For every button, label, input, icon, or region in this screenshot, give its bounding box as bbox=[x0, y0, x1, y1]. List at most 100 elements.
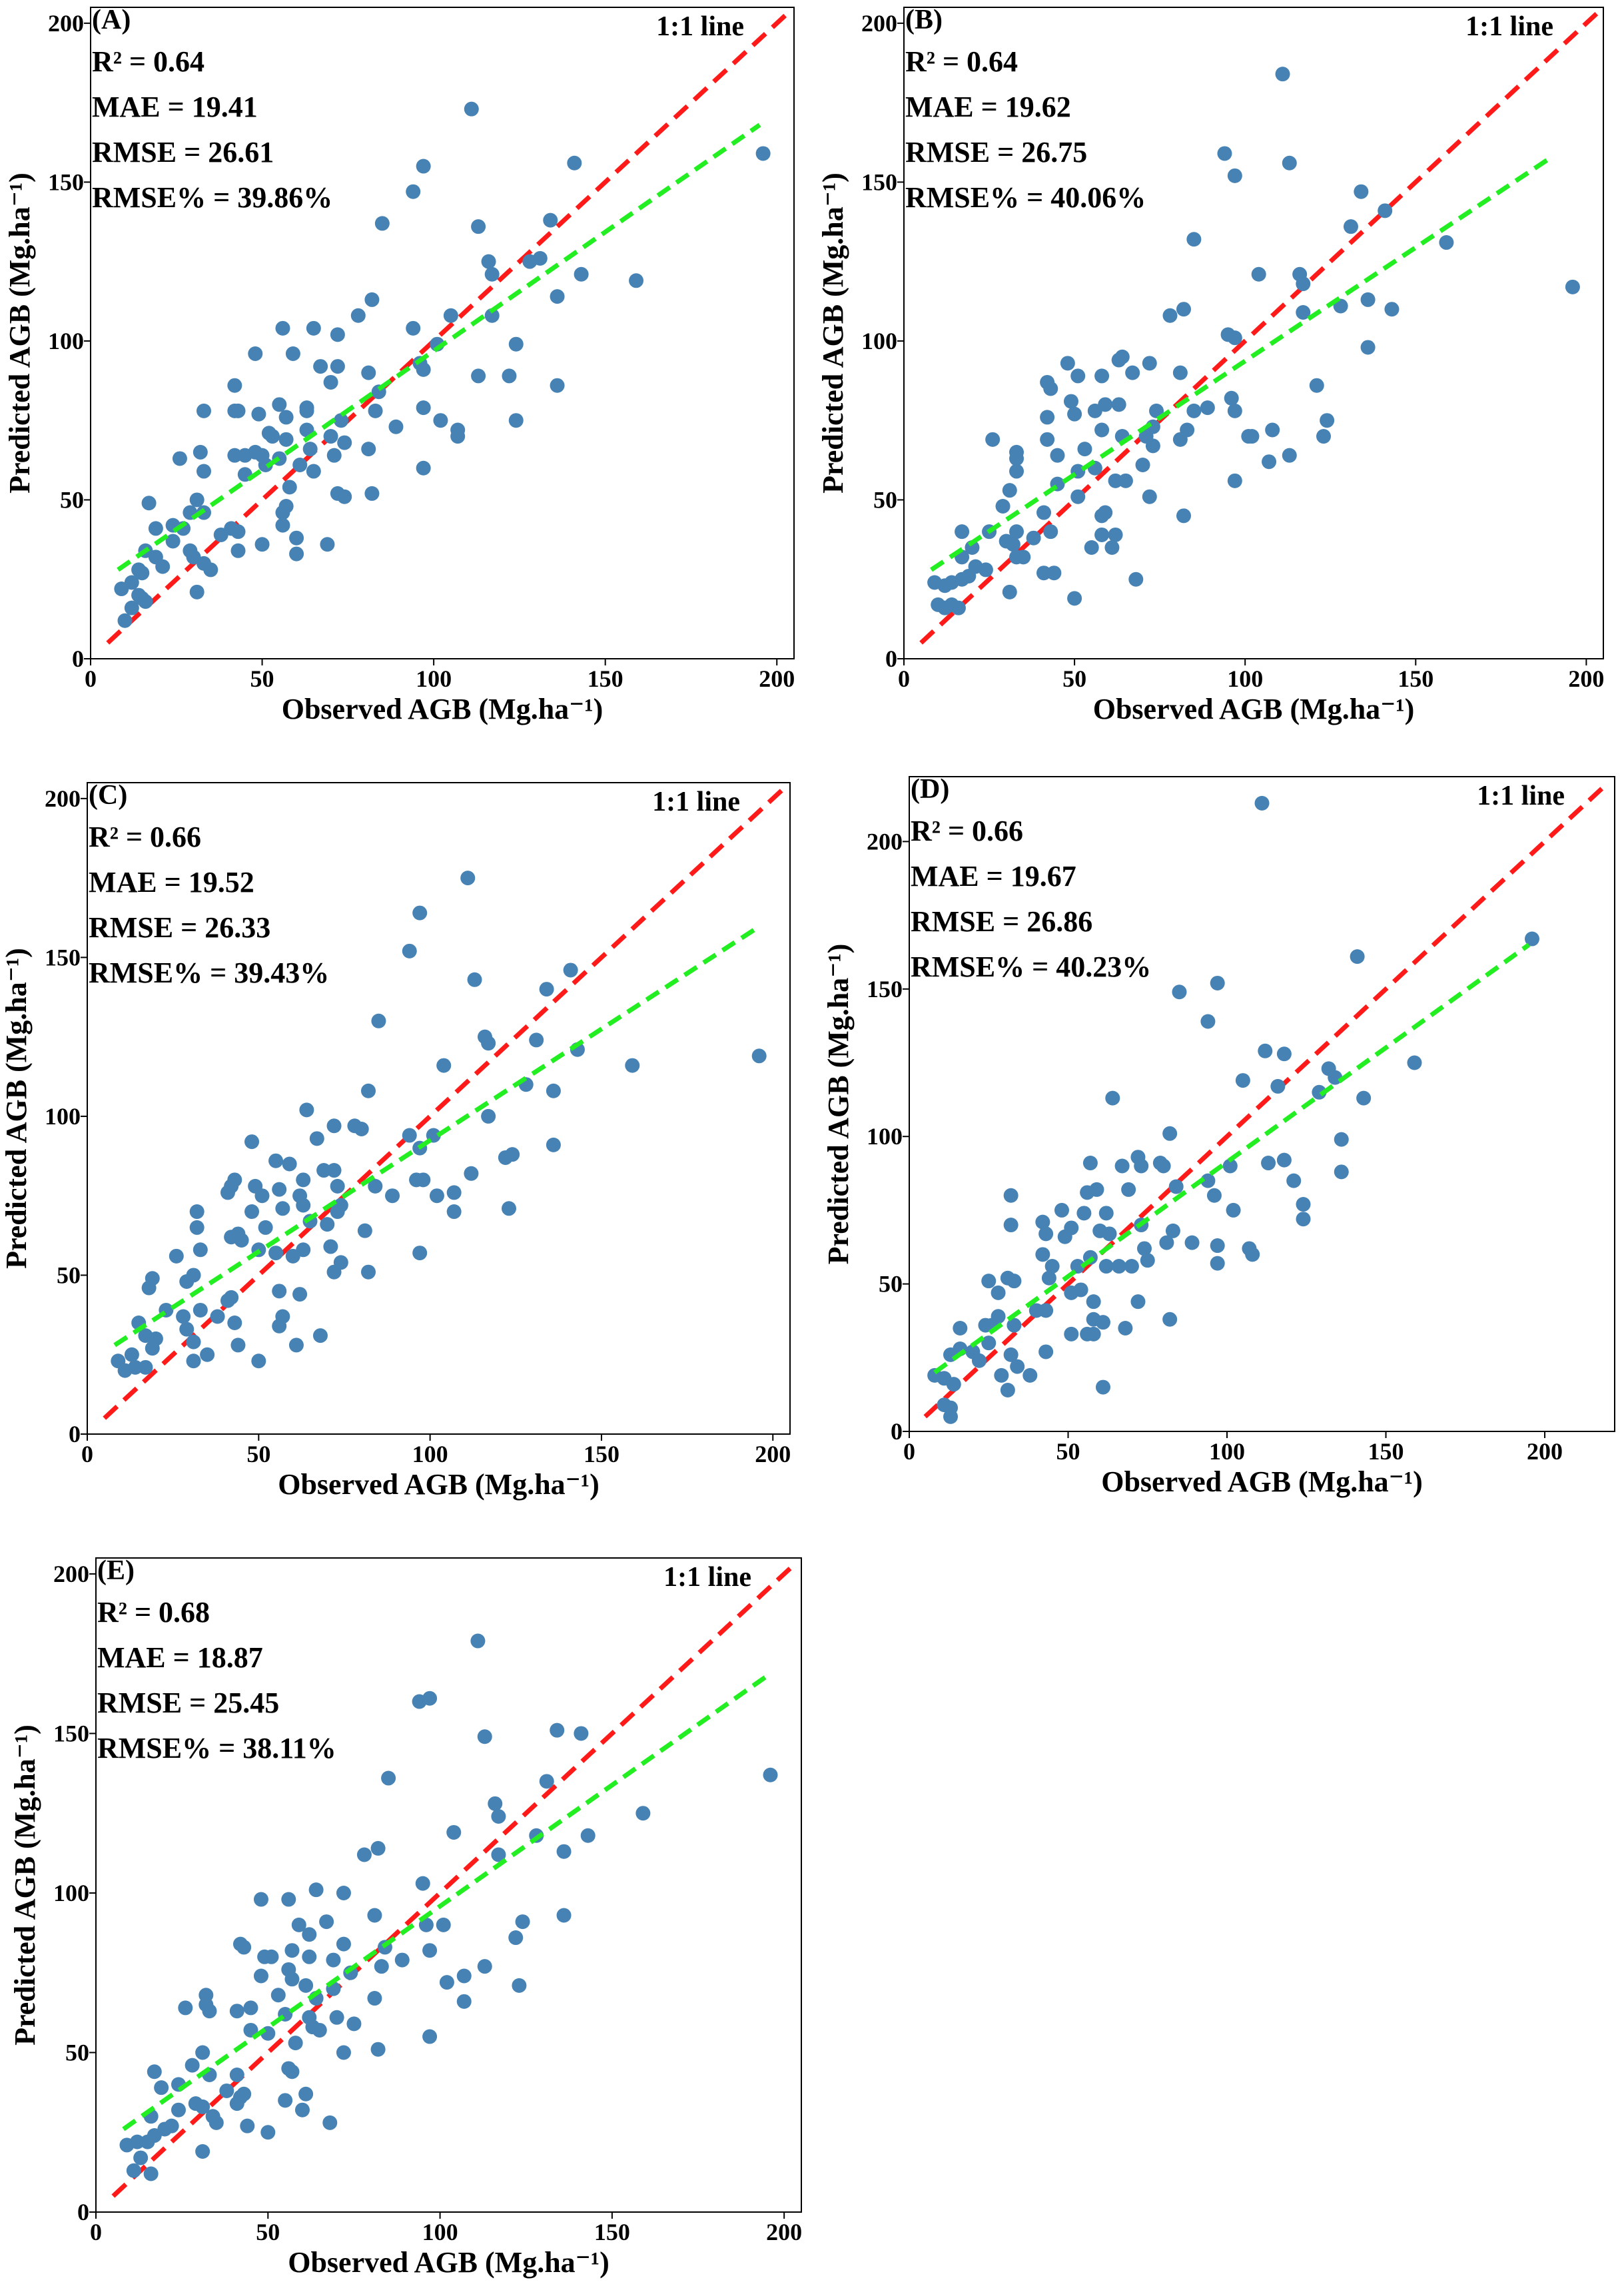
data-point bbox=[1439, 235, 1454, 250]
data-point bbox=[1043, 381, 1058, 396]
data-point bbox=[1149, 403, 1164, 418]
data-point bbox=[1176, 302, 1191, 317]
data-point bbox=[625, 1058, 640, 1073]
one-to-one-line bbox=[923, 781, 1610, 1419]
data-point bbox=[178, 2000, 193, 2016]
data-point bbox=[1124, 1259, 1139, 1274]
data-point bbox=[422, 1691, 438, 1706]
data-point bbox=[330, 359, 345, 374]
data-point bbox=[294, 2102, 310, 2117]
data-point bbox=[296, 1242, 311, 1258]
data-point bbox=[385, 1188, 400, 1204]
data-point bbox=[1118, 1321, 1133, 1336]
data-point bbox=[439, 1975, 454, 1990]
x-tick-label: 100 bbox=[416, 665, 452, 692]
data-point bbox=[995, 499, 1011, 514]
data-point bbox=[169, 1248, 184, 1264]
data-point bbox=[953, 1321, 968, 1336]
y-tick-label: 0 bbox=[72, 645, 84, 672]
data-point bbox=[402, 1128, 417, 1143]
data-point bbox=[1222, 1158, 1238, 1174]
x-tick-label: 100 bbox=[412, 1441, 448, 1467]
data-point bbox=[309, 1131, 324, 1146]
stat-text: RMSE% = 40.06% bbox=[905, 181, 1146, 214]
data-points bbox=[927, 795, 1539, 1424]
data-point bbox=[219, 2083, 234, 2098]
data-point bbox=[145, 1341, 160, 1356]
axes-frame bbox=[903, 7, 1604, 659]
data-point bbox=[502, 1201, 516, 1216]
data-point bbox=[275, 505, 290, 520]
data-point bbox=[1105, 1090, 1120, 1106]
scatter-panel-b: 0 50 100 150 200 0 50 100 150 200 (B) R² = 0.64 MAE … bbox=[817, 5, 1604, 725]
data-point bbox=[243, 2022, 258, 2038]
data-point bbox=[284, 1943, 300, 1958]
data-point bbox=[268, 1246, 284, 1261]
data-point bbox=[1334, 1132, 1349, 1147]
regression-fit-line bbox=[933, 943, 1531, 1375]
data-point bbox=[422, 2029, 438, 2044]
panel-label: (A) bbox=[92, 5, 131, 35]
data-point bbox=[282, 480, 297, 495]
data-point bbox=[1286, 1173, 1302, 1188]
data-point bbox=[296, 1172, 311, 1188]
data-point bbox=[185, 2058, 200, 2073]
data-point bbox=[1082, 1156, 1098, 1171]
data-point bbox=[1094, 527, 1110, 542]
data-point bbox=[1137, 1241, 1152, 1256]
y-tick-label: 50 bbox=[873, 486, 897, 513]
x-tick-label: 200 bbox=[1568, 665, 1604, 692]
data-point bbox=[1036, 505, 1051, 520]
data-point bbox=[326, 1264, 342, 1280]
data-point bbox=[1104, 540, 1120, 556]
data-point bbox=[484, 266, 500, 282]
data-point bbox=[322, 2115, 338, 2130]
data-point bbox=[1140, 1253, 1155, 1268]
data-point bbox=[251, 1353, 266, 1369]
data-point bbox=[288, 1337, 304, 1353]
data-point bbox=[374, 1959, 389, 1974]
data-point bbox=[1086, 1294, 1101, 1310]
data-point bbox=[135, 566, 150, 581]
data-point bbox=[505, 1147, 520, 1162]
data-point bbox=[243, 2000, 258, 2016]
data-point bbox=[1356, 1090, 1372, 1106]
data-point bbox=[272, 1182, 287, 1197]
data-point bbox=[635, 1806, 651, 1821]
data-point bbox=[337, 435, 352, 450]
data-point bbox=[1145, 438, 1160, 454]
data-point bbox=[133, 2150, 149, 2165]
data-point bbox=[1262, 454, 1277, 470]
data-point bbox=[491, 1809, 506, 1824]
data-point bbox=[282, 1156, 297, 1172]
data-point bbox=[356, 1847, 372, 1862]
data-point bbox=[470, 1633, 486, 1649]
data-point bbox=[443, 308, 458, 323]
data-point bbox=[193, 1242, 208, 1258]
one-to-one-line bbox=[106, 11, 789, 645]
data-point bbox=[368, 403, 383, 418]
data-point bbox=[367, 1908, 382, 1923]
data-point bbox=[302, 1927, 317, 1942]
stat-text: RMSE% = 39.43% bbox=[89, 956, 329, 989]
x-tick-label: 150 bbox=[588, 665, 623, 692]
data-point bbox=[1016, 550, 1031, 565]
x-tick-label: 50 bbox=[1062, 665, 1086, 692]
data-point bbox=[416, 460, 431, 476]
data-point bbox=[550, 1722, 565, 1738]
data-point bbox=[1251, 266, 1266, 282]
data-point bbox=[306, 320, 321, 336]
data-point bbox=[550, 378, 565, 393]
data-point bbox=[471, 219, 486, 234]
data-point bbox=[227, 403, 242, 418]
x-tick-label: 200 bbox=[766, 2219, 802, 2245]
y-tick-label: 50 bbox=[65, 2039, 89, 2066]
data-point bbox=[326, 1118, 342, 1134]
data-point bbox=[361, 1264, 376, 1280]
y-tick-label: 100 bbox=[53, 1880, 89, 1906]
data-point bbox=[141, 1280, 157, 1296]
data-point bbox=[1296, 304, 1311, 320]
data-points bbox=[111, 871, 767, 1378]
stat-text: RMSE = 25.45 bbox=[97, 1687, 279, 1719]
data-point bbox=[1125, 365, 1140, 380]
